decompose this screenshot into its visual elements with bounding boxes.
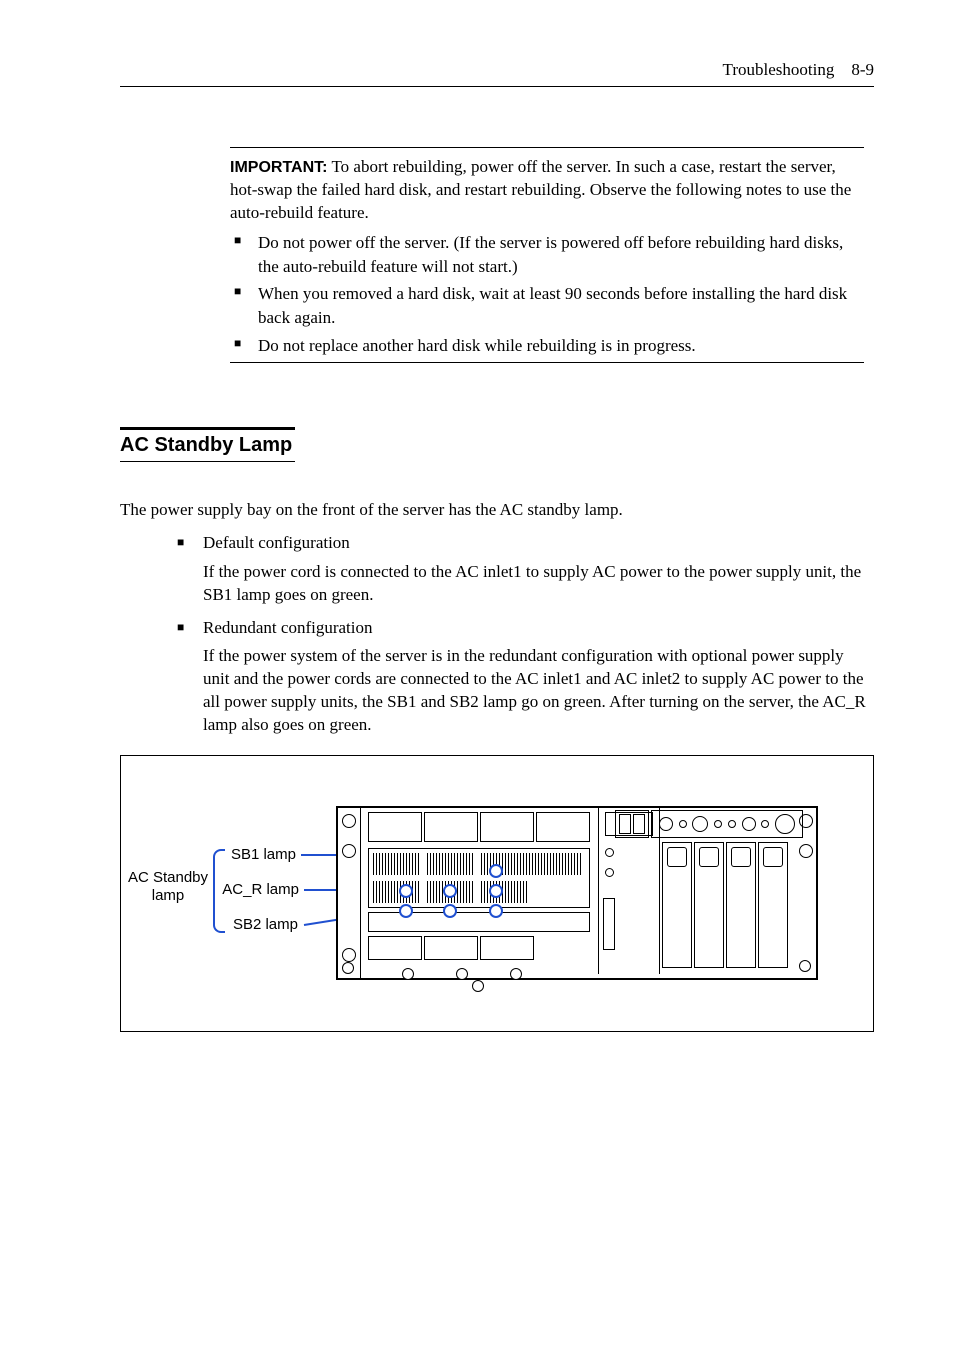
important-item: Do not replace another hard disk while r… — [230, 334, 864, 363]
header-spacer — [834, 60, 851, 80]
important-label: IMPORTANT: — [230, 159, 327, 176]
important-list: Do not power off the server. (If the ser… — [230, 231, 864, 363]
bullet-para: If the power system of the server is in … — [203, 645, 874, 737]
led-icon — [659, 817, 673, 831]
lcd-part — [619, 814, 631, 834]
led-icon — [761, 820, 769, 828]
screw-icon — [342, 814, 356, 828]
divider — [360, 808, 361, 978]
vent — [373, 853, 421, 875]
bullet-para: If the power cord is connected to the AC… — [203, 561, 874, 607]
screw-icon — [402, 968, 414, 980]
ac-standby-label-l1: AC Standby — [128, 869, 208, 886]
screw-icon — [342, 844, 356, 858]
led-icon — [692, 816, 708, 832]
screw-icon — [456, 968, 468, 980]
vent — [427, 853, 475, 875]
psu-slot — [536, 812, 590, 842]
psu-slot — [368, 812, 422, 842]
hdd-handle — [731, 847, 751, 867]
screw-icon — [342, 948, 356, 962]
page-number: 8-9 — [851, 60, 874, 80]
hdd-bay — [694, 842, 724, 968]
led-icon — [728, 820, 736, 828]
psu-slot — [480, 936, 534, 960]
vent — [373, 881, 421, 903]
psu-slot — [368, 936, 422, 960]
section-intro: The power supply bay on the front of the… — [120, 499, 874, 522]
important-item: When you removed a hard disk, wait at le… — [230, 282, 864, 330]
bullet-item: Default configuration If the power cord … — [175, 532, 874, 607]
bullet-item: Redundant configuration If the power sys… — [175, 617, 874, 738]
hdd-bay — [758, 842, 788, 968]
hdd-bay-area — [662, 842, 790, 970]
screw-icon — [472, 980, 484, 992]
led-icon — [742, 817, 756, 831]
ac-standby-label-l2: lamp — [152, 887, 185, 904]
hdd-handle — [763, 847, 783, 867]
screw-icon — [510, 968, 522, 980]
bullet-head: Default configuration — [203, 533, 350, 552]
ac-standby-label: AC Standby lamp — [123, 869, 213, 905]
sb2-label: SB2 lamp — [226, 916, 298, 933]
psu-slot — [480, 812, 534, 842]
led-panel — [651, 810, 803, 838]
connector-icon — [603, 898, 615, 950]
led-icon — [605, 868, 614, 877]
sb1-label: SB1 lamp — [226, 846, 296, 863]
ac-standby-diagram: AC Standby lamp SB1 lamp AC_R lamp SB2 l… — [120, 755, 874, 1032]
led-icon — [714, 820, 722, 828]
lcd-icon — [615, 810, 649, 838]
section-title: AC Standby Lamp — [120, 427, 295, 462]
power-button-icon — [775, 814, 795, 834]
section: AC Standby Lamp The power supply bay on … — [120, 367, 874, 737]
page-header: Troubleshooting 8-9 — [120, 60, 874, 87]
screw-icon — [342, 962, 354, 974]
hdd-handle — [667, 847, 687, 867]
led-icon — [605, 848, 614, 857]
screw-icon — [799, 960, 811, 972]
chapter-name: Troubleshooting — [723, 60, 835, 80]
screw-icon — [799, 844, 813, 858]
psu-slot — [424, 936, 478, 960]
hdd-bay — [726, 842, 756, 968]
section-bullets: Default configuration If the power cord … — [175, 532, 874, 738]
psu-mid — [368, 848, 590, 908]
important-item: Do not power off the server. (If the ser… — [230, 231, 864, 279]
psu-slot — [424, 812, 478, 842]
led-icon — [679, 820, 687, 828]
lcd-part — [633, 814, 645, 834]
acr-label: AC_R lamp — [221, 881, 299, 898]
bullet-head: Redundant configuration — [203, 618, 373, 637]
important-note: IMPORTANT: To abort rebuilding, power of… — [230, 147, 864, 363]
hdd-bay — [662, 842, 692, 968]
hdd-handle — [699, 847, 719, 867]
